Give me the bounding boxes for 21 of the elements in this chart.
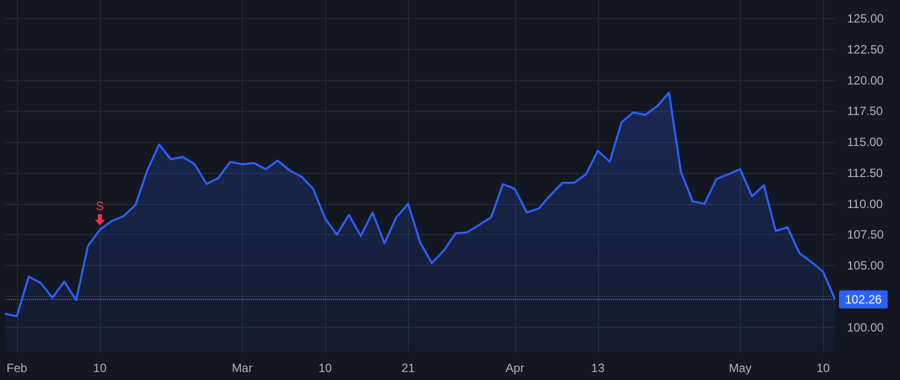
annotation: S <box>96 199 104 214</box>
y-tick-label: 120.00 <box>847 73 884 88</box>
x-tick-label: 21 <box>401 361 416 375</box>
y-tick-label: 107.50 <box>847 228 884 242</box>
y-tick-label: 100.00 <box>847 320 884 334</box>
x-tick-label: 10 <box>816 361 830 375</box>
y-tick-label: 125.00 <box>847 12 884 26</box>
y-tick-label: 115.00 <box>847 135 884 150</box>
y-tick-label: 110.00 <box>847 196 884 211</box>
x-tick-label: Feb <box>6 361 28 375</box>
x-tick-label: May <box>728 361 752 375</box>
x-tick-label: 10 <box>93 361 107 375</box>
x-tick-label: 13 <box>591 361 605 375</box>
x-tick-label: Mar <box>232 361 252 375</box>
y-tick-label: 112.50 <box>847 166 884 180</box>
y-tick-label: 117.50 <box>847 104 884 118</box>
y-tick-label: 122.50 <box>847 42 884 56</box>
y-tick-label: 105.00 <box>847 258 884 273</box>
ref-line-label: 102.26 <box>845 292 882 306</box>
x-tick-label: Apr <box>506 361 524 375</box>
x-tick-label: 10 <box>318 361 332 375</box>
